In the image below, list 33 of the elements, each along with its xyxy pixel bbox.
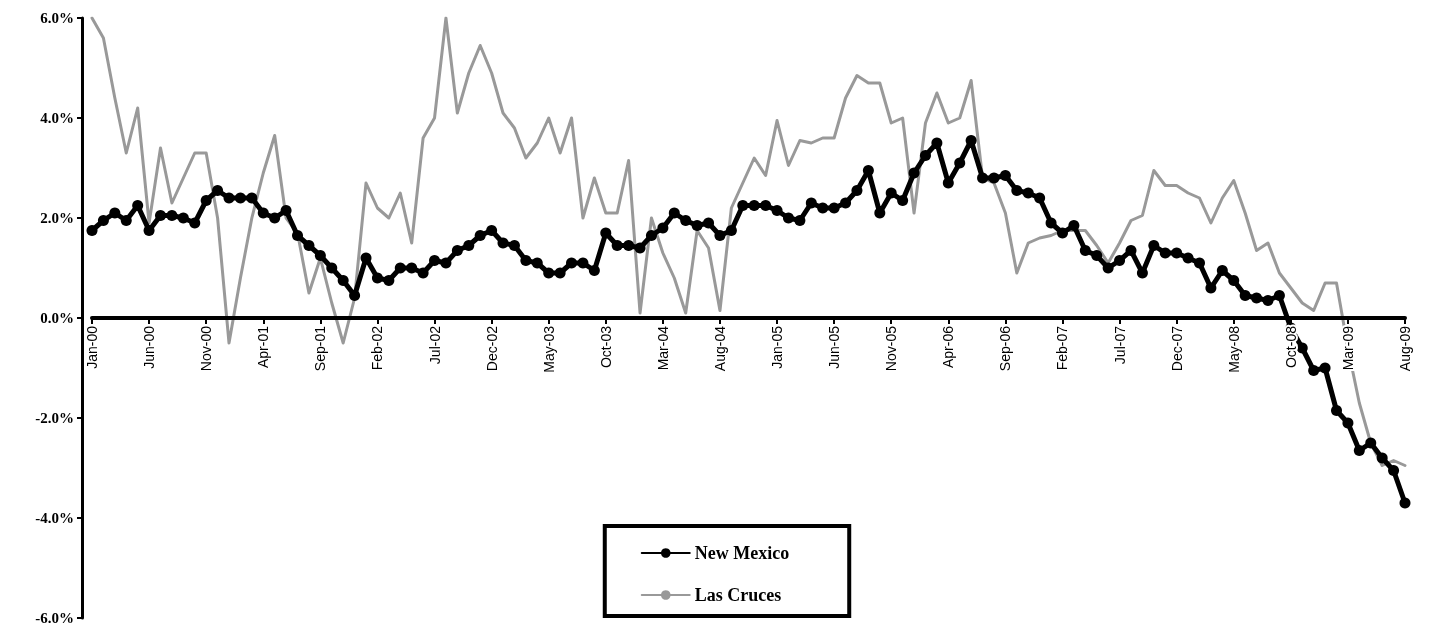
- legend-label: Las Cruces: [694, 585, 782, 605]
- x-tick-label: Mar-09: [1339, 325, 1356, 371]
- x-tick-label: Jan-00: [84, 325, 100, 369]
- x-tick-label: Sep-01: [312, 325, 329, 372]
- x-tick-label: Oct-03: [597, 325, 614, 369]
- x-tick-label: Aug-09: [1397, 325, 1413, 372]
- x-tick-label: Jan-05: [769, 325, 786, 369]
- y-tick-label: 0.0%: [40, 310, 74, 326]
- x-tick-label: Nov-00: [198, 325, 215, 372]
- x-tick-label: Jun-00: [141, 325, 158, 369]
- legend-label: New Mexico: [694, 543, 790, 563]
- x-tick-label: Dec-02: [483, 325, 500, 372]
- x-tick-label: May-08: [1225, 325, 1242, 373]
- x-tick-label: Oct-08: [1282, 325, 1299, 369]
- x-tick-label: Dec-07: [1168, 325, 1185, 372]
- x-tick-label: Jun-05: [826, 325, 843, 369]
- y-tick-label: 2.0%: [40, 210, 74, 226]
- x-tick-label: Apr-01: [255, 325, 272, 369]
- x-tick-label: Jul-07: [1111, 325, 1128, 365]
- y-tick-label: -6.0%: [35, 610, 74, 626]
- x-tick-label: Jul-02: [426, 325, 443, 365]
- x-tick-label: Sep-06: [997, 325, 1014, 372]
- y-tick-label: -2.0%: [35, 410, 74, 426]
- x-tick-label: Aug-04: [711, 325, 728, 372]
- y-tick-label: 6.0%: [40, 10, 74, 26]
- y-tick-label: -4.0%: [35, 510, 74, 526]
- x-tick-label: Nov-05: [883, 325, 900, 372]
- x-tick-label: Apr-06: [940, 325, 957, 369]
- x-tick-label: Mar-04: [654, 325, 671, 371]
- x-tick-label: Feb-02: [369, 325, 386, 371]
- x-tick-label: May-03: [540, 325, 557, 373]
- y-tick-label: 4.0%: [40, 110, 74, 126]
- x-tick-label: Feb-07: [1054, 325, 1071, 371]
